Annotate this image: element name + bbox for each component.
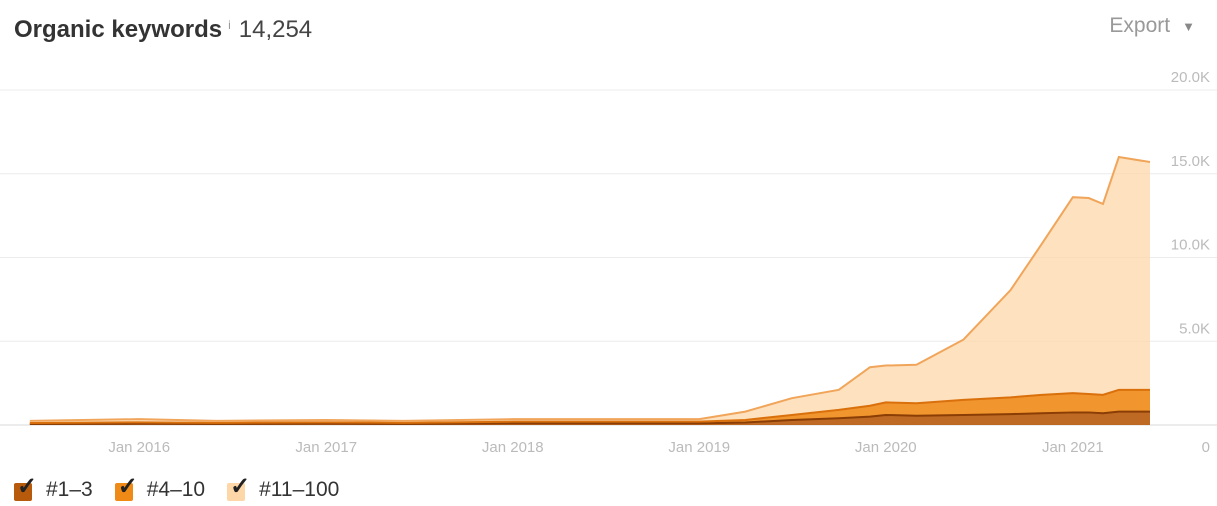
- legend-swatch: [227, 483, 246, 501]
- x-axis-labels: Jan 2016 Jan 2017 Jan 2018 Jan 2019 Jan 2020…: [108, 439, 1103, 456]
- x-tick-label: Jan 2021: [1042, 439, 1104, 456]
- checkmark-icon: ✓: [230, 473, 251, 500]
- y-tick-label: 5.0K: [1179, 320, 1210, 337]
- series-line: [29, 155, 1151, 422]
- chart-header: Organic keywords i 14,254: [14, 10, 312, 50]
- export-button[interactable]: Export ▼: [1109, 14, 1195, 38]
- legend-swatch: [114, 483, 133, 501]
- checkmark-icon: ✓: [117, 473, 138, 500]
- y-axis-labels: 0 5.0K 10.0K 15.0K 20.0K: [1171, 70, 1210, 456]
- series-line: [29, 410, 1150, 425]
- series-area: [29, 411, 1150, 425]
- chart-title: Organic keywords: [14, 16, 223, 43]
- x-tick-label: Jan 2020: [855, 439, 917, 456]
- series-line: [29, 388, 1150, 424]
- y-tick-label: 20.0K: [1171, 70, 1210, 86]
- y-tick-label: 10.0K: [1171, 237, 1210, 254]
- legend: ✓ #1–3 ✓ #4–10 ✓ #11–100: [14, 475, 340, 502]
- checkmark-icon: ✓: [17, 473, 38, 500]
- series-area: [29, 157, 1150, 423]
- y-tick-label: 15.0K: [1171, 153, 1210, 170]
- legend-swatch: [14, 483, 32, 501]
- legend-label: #1–3: [46, 478, 93, 501]
- export-label: Export: [1109, 14, 1171, 37]
- info-icon[interactable]: i: [228, 18, 231, 32]
- checkbox[interactable]: ✓: [227, 475, 250, 501]
- checkbox[interactable]: ✓: [114, 475, 138, 501]
- caret-down-icon: ▼: [1182, 18, 1195, 34]
- area-series: [29, 157, 1150, 425]
- y-tick-label: 0: [1202, 439, 1210, 456]
- legend-label: #11–100: [259, 478, 340, 501]
- series-lines: [29, 155, 1151, 425]
- legend-item-11-100[interactable]: ✓ #11–100: [227, 475, 340, 502]
- x-tick-label: Jan 2019: [668, 439, 730, 456]
- legend-label: #4–10: [146, 478, 206, 501]
- legend-item-4-10[interactable]: ✓ #4–10: [114, 475, 206, 502]
- legend-item-top-3[interactable]: ✓ #1–3: [14, 475, 93, 502]
- x-tick-label: Jan 2016: [108, 439, 170, 456]
- total-keywords-count: 14,254: [238, 16, 313, 43]
- checkbox[interactable]: ✓: [14, 475, 37, 501]
- series-area: [29, 389, 1150, 424]
- x-tick-label: Jan 2018: [482, 439, 544, 456]
- x-tick-label: Jan 2017: [295, 439, 357, 456]
